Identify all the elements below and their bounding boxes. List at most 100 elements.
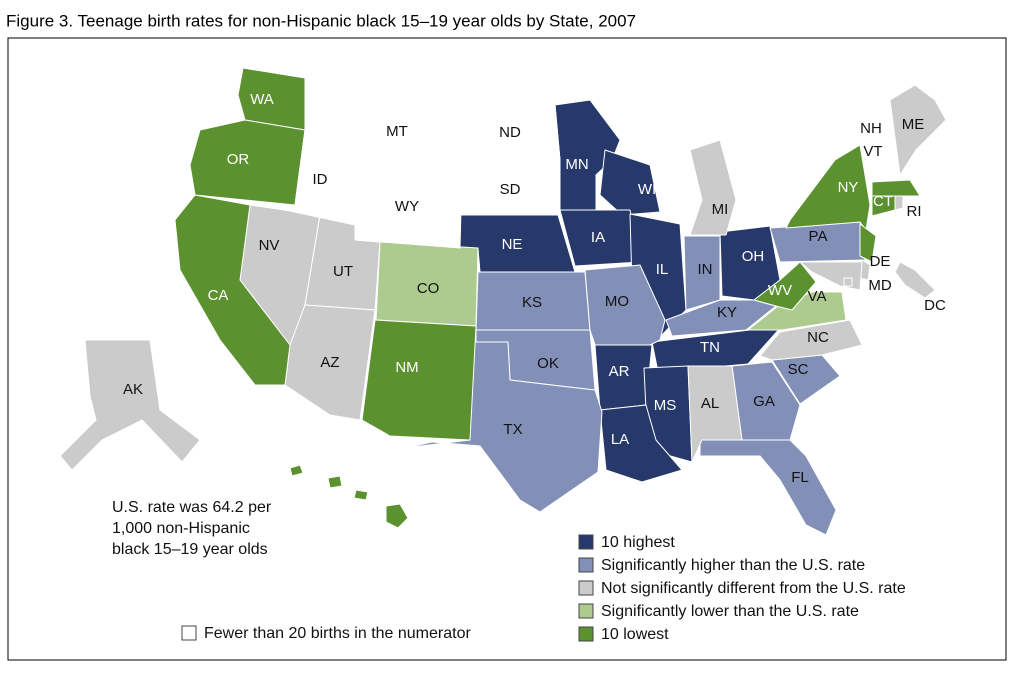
state-label: OH bbox=[742, 248, 765, 265]
state bbox=[759, 319, 863, 361]
legend-label: 10 highest bbox=[601, 534, 675, 551]
state-label: DE bbox=[870, 253, 891, 270]
note-line: black 15–19 year olds bbox=[112, 541, 268, 558]
state bbox=[385, 503, 409, 529]
state-label: ID bbox=[313, 171, 328, 188]
state-labels: MN WI NE IA IL OH AR TN MS LA KS MO OK TX IN KY PA GA SC FL… bbox=[123, 91, 946, 521]
state bbox=[59, 339, 201, 471]
legend-swatch bbox=[578, 603, 594, 619]
note: U.S. rate was 64.2 per 1,000 non-Hispanic… bbox=[112, 499, 272, 558]
state bbox=[459, 159, 561, 216]
state-label: PA bbox=[809, 228, 828, 245]
state bbox=[599, 404, 683, 483]
state-label: MI bbox=[712, 201, 729, 218]
states bbox=[59, 67, 947, 536]
state bbox=[599, 149, 661, 216]
legend: 10 highest Significantly higher than the … bbox=[181, 534, 906, 643]
state bbox=[289, 464, 304, 477]
state bbox=[355, 169, 463, 249]
legend-label: Not significantly different from the U.S… bbox=[601, 580, 906, 597]
state-label: UT bbox=[333, 263, 353, 280]
state-label: WY bbox=[395, 198, 419, 215]
state-label: NV bbox=[259, 237, 280, 254]
state-label: WV bbox=[768, 282, 792, 299]
state bbox=[403, 341, 603, 513]
state-label: MS bbox=[654, 397, 677, 414]
state-label: MA bbox=[911, 171, 934, 188]
state-label: KS bbox=[522, 294, 542, 311]
state bbox=[699, 439, 837, 536]
state-label: AK bbox=[123, 381, 143, 398]
legend-swatch bbox=[578, 557, 594, 573]
state-label: CT bbox=[873, 193, 893, 210]
state bbox=[871, 179, 921, 197]
state-label: CO bbox=[417, 280, 440, 297]
state bbox=[689, 139, 737, 236]
legend-label: Fewer than 20 births in the numerator bbox=[204, 625, 471, 642]
state-label: VA bbox=[808, 288, 827, 305]
state-label: AL bbox=[701, 395, 719, 412]
state-label: NC bbox=[807, 329, 829, 346]
state bbox=[859, 223, 877, 263]
state bbox=[353, 489, 369, 501]
state-label: NE bbox=[502, 236, 523, 253]
state-label: TX bbox=[503, 421, 522, 438]
state-label: RI bbox=[907, 203, 922, 220]
legend-swatch bbox=[578, 534, 594, 550]
state bbox=[889, 84, 947, 176]
state-label: SC bbox=[788, 361, 809, 378]
legend-label: 10 lowest bbox=[601, 626, 669, 643]
state bbox=[174, 194, 291, 386]
state bbox=[643, 365, 693, 463]
state-label: NM bbox=[395, 359, 418, 376]
state bbox=[894, 261, 936, 299]
state-label: NH bbox=[860, 120, 882, 137]
state bbox=[361, 319, 477, 441]
state bbox=[584, 264, 666, 346]
state bbox=[785, 144, 871, 231]
legend-swatch bbox=[578, 580, 594, 596]
state-label: LA bbox=[611, 431, 629, 448]
state-label: AZ bbox=[320, 354, 339, 371]
state-label: TN bbox=[700, 339, 720, 356]
state-label: NJ bbox=[875, 233, 893, 250]
state bbox=[687, 365, 743, 463]
state-label: NY bbox=[838, 179, 859, 196]
note-line: 1,000 non-Hispanic bbox=[112, 520, 250, 537]
legend-label: Significantly lower than the U.S. rate bbox=[601, 603, 859, 620]
state-label: KY bbox=[717, 304, 737, 321]
state-label: IN bbox=[698, 261, 713, 278]
state bbox=[753, 261, 817, 311]
state-label: IA bbox=[591, 229, 605, 246]
legend-label: Significantly higher than the U.S. rate bbox=[601, 557, 865, 574]
legend-swatch bbox=[578, 626, 594, 642]
state bbox=[843, 277, 853, 287]
state-label: DC bbox=[924, 297, 946, 314]
legend-swatch bbox=[181, 625, 197, 641]
frame bbox=[7, 37, 1007, 661]
state-label: CA bbox=[208, 287, 229, 304]
state bbox=[284, 77, 361, 226]
state bbox=[554, 99, 621, 211]
state-label: SD bbox=[500, 181, 521, 198]
state-label: ME bbox=[902, 116, 925, 133]
state bbox=[861, 139, 881, 183]
state-label: MD bbox=[868, 277, 891, 294]
state-label: ND bbox=[499, 124, 521, 141]
state-label: VT bbox=[863, 143, 882, 160]
state-label: FL bbox=[791, 469, 809, 486]
state-label: MO bbox=[605, 293, 629, 310]
state-label: WI bbox=[638, 181, 656, 198]
note-line: U.S. rate was 64.2 per bbox=[112, 499, 272, 516]
state-label: MN bbox=[565, 156, 588, 173]
state bbox=[327, 475, 343, 489]
state-label: IL bbox=[656, 261, 669, 278]
title: Figure 3. Teenage birth rates for non-Hi… bbox=[6, 11, 636, 30]
state-label: WA bbox=[250, 91, 274, 108]
state-label: MT bbox=[386, 123, 408, 140]
state bbox=[894, 194, 904, 211]
state-label: OR bbox=[227, 151, 250, 168]
state-label: OK bbox=[537, 355, 559, 372]
state-label: HI bbox=[336, 504, 351, 521]
